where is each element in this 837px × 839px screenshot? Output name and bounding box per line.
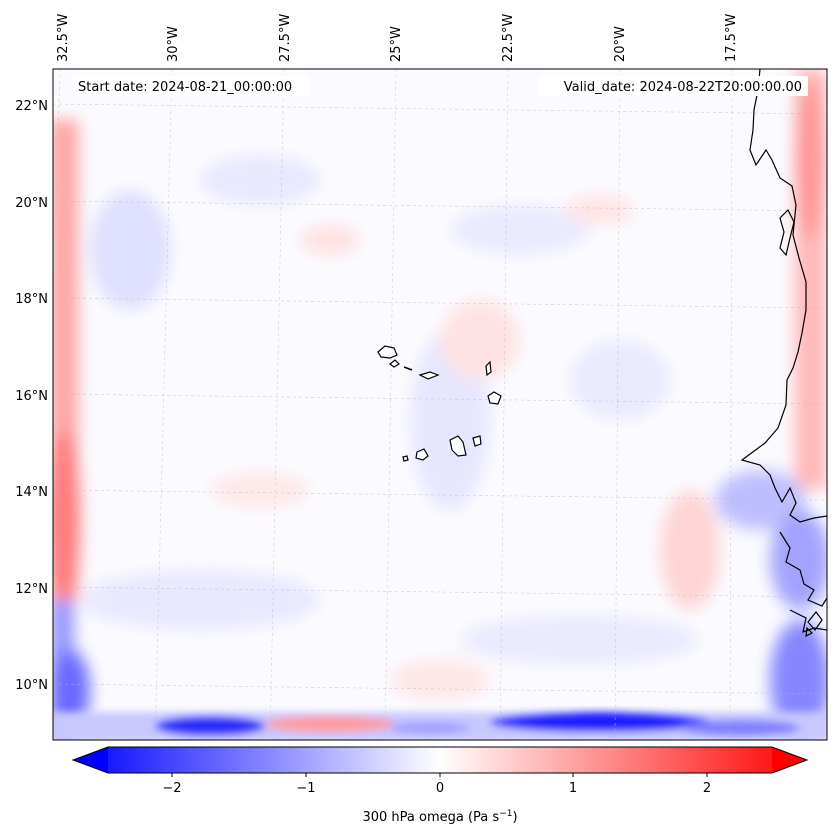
colorbar-tick-label: −1 (296, 781, 315, 796)
lat-label: 22°N (15, 99, 48, 114)
colorbar-title-close: ) (512, 810, 517, 825)
lon-label: 17.5°W (724, 14, 739, 62)
colorbar-min-arrow (73, 747, 108, 773)
lon-label: 25°W (389, 26, 404, 62)
colorbar-ticks (171, 773, 708, 777)
latitude-labels: 22°N 20°N 18°N 16°N 14°N 12°N 10°N (15, 99, 48, 693)
colorbar-outline (71, 746, 809, 774)
lat-label: 16°N (15, 389, 48, 404)
island-sliver (403, 366, 413, 371)
longitude-labels: 32.5°W 30°W 27.5°W 25°W 22.5°W 20°W 17.5… (56, 14, 739, 62)
valid-date-label: Valid_date: 2024-08-22T20:00:00.00 (564, 80, 802, 95)
colorbar: −2 −1 0 1 2 300 hPa omega (Pa s−1) (71, 746, 809, 825)
colorbar-fill (73, 747, 807, 773)
lon-label: 27.5°W (278, 14, 293, 62)
colorbar-tick-label: −2 (162, 781, 181, 796)
lon-label: 30°W (166, 26, 181, 62)
map-frame (52, 68, 828, 741)
colorbar-title-exp: −1 (499, 809, 512, 819)
valid-date-box (538, 76, 808, 96)
colorbar-title-main: 300 hPa omega (Pa s (362, 810, 499, 825)
colorbar-tick-label: 1 (569, 781, 577, 796)
lon-label: 32.5°W (56, 14, 71, 62)
colorbar-max-arrow (772, 747, 807, 773)
cape-verde-islands (377, 345, 502, 462)
start-date-box (72, 76, 310, 96)
lat-label: 18°N (15, 292, 48, 307)
lat-label: 14°N (15, 485, 48, 500)
lat-label: 10°N (15, 678, 48, 693)
lon-label: 20°W (613, 26, 628, 62)
colorbar-tick-label: 0 (436, 781, 444, 796)
graticule (53, 69, 827, 740)
lat-label: 20°N (15, 196, 48, 211)
coastline (740, 69, 827, 638)
colorbar-tick-label: 2 (703, 781, 711, 796)
omega-field (53, 69, 827, 740)
lon-label: 22.5°W (501, 14, 516, 62)
start-date-label: Start date: 2024-08-21_00:00:00 (78, 80, 292, 95)
colorbar-title: 300 hPa omega (Pa s−1) (362, 809, 517, 825)
lat-label: 12°N (15, 582, 48, 597)
